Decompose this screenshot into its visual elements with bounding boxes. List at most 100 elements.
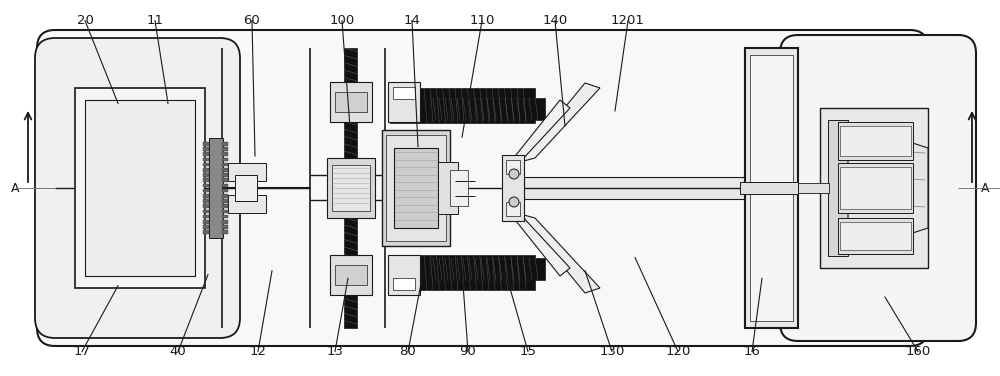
Bar xyxy=(430,98,545,120)
Bar xyxy=(506,202,520,216)
Text: 15: 15 xyxy=(520,345,536,358)
Bar xyxy=(203,163,209,166)
Bar xyxy=(388,255,420,295)
Polygon shape xyxy=(520,214,600,293)
Text: 110: 110 xyxy=(469,14,495,27)
Text: 60: 60 xyxy=(244,14,260,27)
Bar xyxy=(222,163,228,166)
FancyBboxPatch shape xyxy=(780,35,976,341)
Bar xyxy=(222,158,228,161)
Text: 120: 120 xyxy=(665,345,691,358)
Bar xyxy=(203,194,209,197)
Bar xyxy=(390,255,535,290)
Bar xyxy=(330,82,372,122)
Bar xyxy=(222,220,228,223)
Bar xyxy=(222,183,228,187)
Bar xyxy=(430,258,545,280)
Bar xyxy=(209,138,223,238)
Bar xyxy=(335,92,367,112)
Text: 1201: 1201 xyxy=(611,14,645,27)
Bar xyxy=(203,142,209,146)
Bar xyxy=(203,168,209,171)
Text: A: A xyxy=(11,182,19,194)
Text: 14: 14 xyxy=(404,14,420,27)
Bar xyxy=(744,183,829,193)
Bar xyxy=(327,158,375,218)
Bar xyxy=(393,278,415,290)
Bar xyxy=(332,165,370,211)
Polygon shape xyxy=(508,211,570,276)
Bar xyxy=(393,87,415,99)
Text: 11: 11 xyxy=(146,14,164,27)
Bar xyxy=(838,163,913,213)
Bar xyxy=(502,155,524,221)
Bar xyxy=(222,225,228,229)
FancyBboxPatch shape xyxy=(37,30,928,346)
Bar xyxy=(438,162,458,214)
Text: 140: 140 xyxy=(542,14,568,27)
Bar xyxy=(203,183,209,187)
Bar xyxy=(222,178,228,182)
Bar xyxy=(750,55,793,321)
Bar xyxy=(222,194,228,197)
Bar xyxy=(222,199,228,203)
Bar xyxy=(235,175,257,201)
Bar xyxy=(840,222,911,250)
Bar xyxy=(222,189,228,192)
Bar xyxy=(344,48,357,328)
Text: 100: 100 xyxy=(329,14,355,27)
Polygon shape xyxy=(848,122,928,254)
Bar xyxy=(222,209,228,213)
Bar xyxy=(838,122,913,160)
Bar xyxy=(386,135,446,241)
Bar xyxy=(203,225,209,229)
Bar xyxy=(745,48,798,328)
Bar xyxy=(222,205,228,208)
Bar xyxy=(222,152,228,156)
Bar xyxy=(203,158,209,161)
Bar xyxy=(840,167,911,209)
Bar xyxy=(840,126,911,156)
Bar xyxy=(382,130,450,246)
Bar xyxy=(828,120,848,256)
Bar xyxy=(394,148,438,228)
Text: 40: 40 xyxy=(170,345,186,358)
Bar xyxy=(85,100,195,276)
Bar xyxy=(222,173,228,177)
Text: 90: 90 xyxy=(460,345,476,358)
Bar xyxy=(203,178,209,182)
Bar xyxy=(203,173,209,177)
Text: 13: 13 xyxy=(326,345,344,358)
Bar xyxy=(203,209,209,213)
FancyBboxPatch shape xyxy=(35,38,240,338)
Bar xyxy=(388,82,420,122)
Text: 130: 130 xyxy=(599,345,625,358)
Bar xyxy=(390,88,535,123)
Bar xyxy=(222,215,228,218)
Text: 80: 80 xyxy=(400,345,416,358)
Bar xyxy=(203,230,209,234)
Text: 20: 20 xyxy=(77,14,93,27)
Bar xyxy=(203,147,209,151)
Bar xyxy=(203,189,209,192)
Circle shape xyxy=(509,197,519,207)
Circle shape xyxy=(509,169,519,179)
Bar xyxy=(203,152,209,156)
Polygon shape xyxy=(520,83,600,162)
Text: 12: 12 xyxy=(250,345,266,358)
Bar xyxy=(330,255,372,295)
Bar xyxy=(228,195,266,213)
Bar xyxy=(222,147,228,151)
Bar xyxy=(450,170,468,206)
Bar xyxy=(222,168,228,171)
Polygon shape xyxy=(508,100,570,165)
Text: 17: 17 xyxy=(74,345,90,358)
Text: 16: 16 xyxy=(744,345,760,358)
Text: A: A xyxy=(981,182,989,194)
Bar xyxy=(820,108,928,268)
Bar xyxy=(203,215,209,218)
Bar xyxy=(335,265,367,285)
Bar xyxy=(75,88,205,288)
Bar xyxy=(203,220,209,223)
Bar xyxy=(740,182,798,194)
